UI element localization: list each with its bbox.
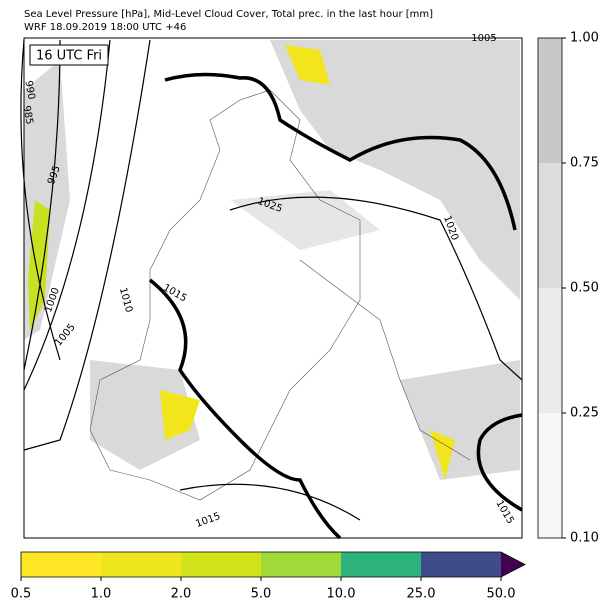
contour-label: 985 <box>20 105 34 126</box>
time-label: 16 UTC Fri <box>36 49 102 64</box>
tick-label: 0.25 <box>570 406 599 421</box>
coastlines <box>89 89 471 501</box>
isobar-1015-bold <box>148 72 523 540</box>
isobar <box>20 39 61 361</box>
colorbar-band <box>538 163 562 288</box>
tick-label: 10.0 <box>327 587 356 602</box>
precip-colorbar: 0.5 1.0 2.0 5.0 10.0 25.0 50.0 <box>11 551 526 602</box>
tick-label: 25.0 <box>407 587 436 602</box>
colorbar-band <box>101 552 181 577</box>
cloud-area <box>90 360 200 470</box>
title-line: WRF 18.09.2019 18:00 UTC +46 <box>24 22 186 33</box>
colorbar-band <box>421 552 501 577</box>
tick-label: 0.10 <box>570 531 599 546</box>
tick-label: 5.0 <box>251 587 272 602</box>
tick-label: 2.0 <box>171 587 192 602</box>
map-frame <box>23 37 523 539</box>
tick-label: 1.00 <box>570 31 599 46</box>
tick-label: 1.0 <box>91 587 112 602</box>
isobar <box>476 413 523 512</box>
colorbar-frame <box>20 551 526 578</box>
isobar <box>179 483 361 521</box>
cloud-area <box>400 360 520 480</box>
precipitation <box>28 45 455 480</box>
precip-area <box>160 390 200 440</box>
colorbar-ticks: 0.5 1.0 2.0 5.0 10.0 25.0 50.0 <box>11 577 516 602</box>
colorbar-band <box>181 552 261 577</box>
colorbar-extend <box>501 552 525 577</box>
isobar <box>23 39 151 451</box>
colorbar-band <box>261 552 341 577</box>
coastline <box>89 89 361 501</box>
cloud-area <box>270 40 520 300</box>
isobar <box>148 278 342 540</box>
cloud-area <box>230 190 380 250</box>
precip-area <box>28 200 50 330</box>
isobar <box>229 196 523 381</box>
time-label-box <box>29 44 109 66</box>
colorbar-band <box>21 552 101 577</box>
colorbar-band <box>341 552 421 577</box>
colorbar-band <box>538 38 562 163</box>
isobar <box>23 39 61 371</box>
precip-area <box>430 430 455 480</box>
tick-label: 50.0 <box>487 587 516 602</box>
precip-area <box>285 45 330 85</box>
isobars <box>20 39 523 521</box>
cloud-colorbar: 0.10 0.25 0.50 0.75 1.00 <box>537 31 599 546</box>
tick-label: 0.50 <box>570 281 599 296</box>
colorbar-band <box>538 288 562 413</box>
colorbar-band <box>538 413 562 538</box>
title-line: Sea Level Pressure [hPa], Mid-Level Clou… <box>24 9 433 20</box>
isobar <box>23 39 111 391</box>
colorbar-ticks: 0.10 0.25 0.50 0.75 1.00 <box>562 31 599 546</box>
tick-label: 0.5 <box>11 587 32 602</box>
isobar <box>164 72 517 231</box>
tick-label: 0.75 <box>570 156 599 171</box>
contour-label: 990 <box>22 80 36 101</box>
coastline <box>299 259 471 461</box>
